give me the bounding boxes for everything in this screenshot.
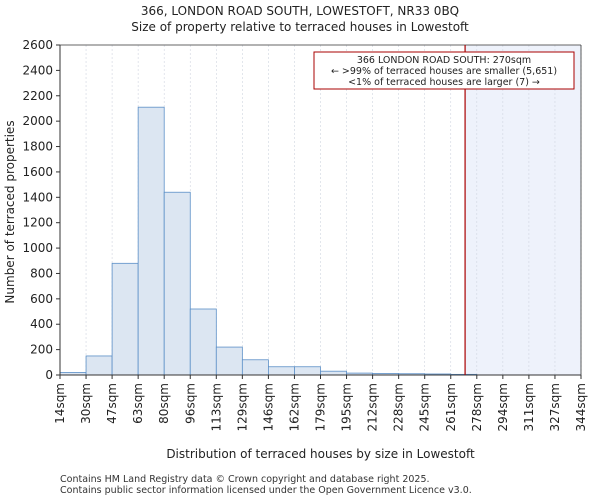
x-tick-label: 80sqm xyxy=(157,383,171,424)
y-tick-label: 2400 xyxy=(22,63,53,77)
y-tick-label: 400 xyxy=(30,317,53,331)
x-tick-label: 113sqm xyxy=(209,383,223,431)
y-tick-label: 2200 xyxy=(22,89,53,103)
x-tick-label: 14sqm xyxy=(53,383,67,424)
histogram-bar xyxy=(267,366,295,376)
x-tick-label: 162sqm xyxy=(287,383,301,431)
x-tick-label: 212sqm xyxy=(366,383,380,431)
footer-licence: Contains public sector information licen… xyxy=(60,485,472,496)
y-tick-label: 2000 xyxy=(22,114,53,128)
histogram-bar xyxy=(163,191,191,376)
page-title: 366, LONDON ROAD SOUTH, LOWESTOFT, NR33 … xyxy=(140,4,460,18)
histogram-bar xyxy=(111,262,139,376)
x-tick-label: 344sqm xyxy=(574,383,588,431)
x-tick-label: 228sqm xyxy=(392,383,406,431)
y-tick-label: 0 xyxy=(45,368,53,382)
x-tick-label: 96sqm xyxy=(183,383,197,424)
y-tick-label: 1000 xyxy=(22,241,53,255)
histogram-bar xyxy=(294,366,321,376)
x-axis-title: Distribution of terraced houses by size … xyxy=(166,447,475,461)
x-tick-label: 146sqm xyxy=(261,383,275,431)
x-tick-label: 129sqm xyxy=(235,383,249,431)
histogram-bar xyxy=(85,355,113,376)
histogram-bar xyxy=(215,346,243,376)
chart-subtitle: Size of property relative to terraced ho… xyxy=(131,20,469,34)
histogram-bar xyxy=(137,106,165,376)
y-tick-label: 1400 xyxy=(22,190,53,204)
annotation-smaller: ← >99% of terraced houses are smaller (5… xyxy=(331,66,557,77)
histogram-bar xyxy=(241,359,269,376)
annotation-title: 366 LONDON ROAD SOUTH: 270sqm xyxy=(357,55,531,66)
y-tick-label: 2600 xyxy=(22,38,53,52)
x-tick-label: 47sqm xyxy=(105,383,119,424)
annotation-larger: <1% of terraced houses are larger (7) → xyxy=(348,77,540,88)
histogram-bar xyxy=(320,370,347,376)
x-tick-label: 30sqm xyxy=(79,383,93,424)
x-tick-label: 245sqm xyxy=(418,383,432,431)
y-tick-label: 1800 xyxy=(22,140,53,154)
y-tick-label: 1600 xyxy=(22,165,53,179)
x-tick-label: 179sqm xyxy=(314,383,328,431)
y-axis-title: Number of terraced properties xyxy=(3,120,17,303)
y-tick-label: 800 xyxy=(30,266,53,280)
y-tick-label: 600 xyxy=(30,292,53,306)
x-tick-label: 261sqm xyxy=(444,383,458,431)
x-tick-label: 195sqm xyxy=(340,383,354,431)
x-tick-label: 327sqm xyxy=(548,383,562,431)
y-tick-label: 1200 xyxy=(22,216,53,230)
x-tick-label: 311sqm xyxy=(522,383,536,431)
annotation-box xyxy=(313,51,575,90)
x-tick-label: 278sqm xyxy=(470,383,484,431)
x-tick-label: 63sqm xyxy=(131,383,145,424)
x-tick-label: 294sqm xyxy=(496,383,510,431)
footer-copyright: Contains HM Land Registry data © Crown c… xyxy=(60,474,430,485)
y-tick-label: 200 xyxy=(30,343,53,357)
histogram-bar xyxy=(189,308,217,376)
larger-region-shade xyxy=(465,45,581,375)
